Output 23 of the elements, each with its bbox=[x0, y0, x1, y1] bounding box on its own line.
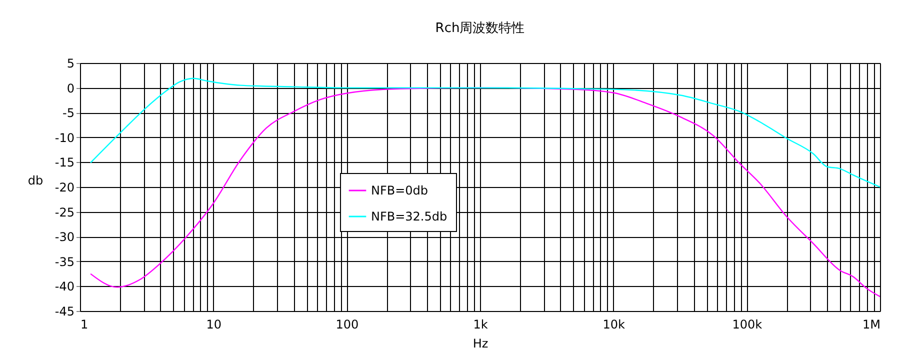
y-tick-label: 0 bbox=[66, 81, 74, 96]
y-tick-label: -45 bbox=[54, 304, 74, 318]
y-tick-label: -20 bbox=[54, 180, 74, 194]
y-tick-label: 5 bbox=[66, 56, 74, 70]
y-axis-title: db bbox=[28, 174, 44, 188]
y-tick-label: -30 bbox=[54, 230, 74, 244]
y-tick-label: -40 bbox=[54, 280, 74, 294]
legend-label: NFB=0db bbox=[371, 184, 428, 198]
y-tick-label: -25 bbox=[54, 205, 74, 220]
y-tick-label: -5 bbox=[62, 106, 74, 120]
chart-title: Rch周波数特性 bbox=[435, 21, 525, 36]
x-tick-label: 1M bbox=[862, 318, 880, 332]
y-tick-label: -10 bbox=[54, 130, 74, 145]
y-tick-label: -15 bbox=[54, 156, 74, 170]
x-tick-label: 1k bbox=[473, 318, 488, 332]
x-tick-label: 10 bbox=[206, 318, 222, 332]
legend-label: NFB=32.5db bbox=[371, 210, 448, 224]
x-axis-title: Hz bbox=[472, 336, 488, 350]
x-tick-label: 1 bbox=[80, 318, 88, 332]
x-tick-label: 100 bbox=[336, 318, 359, 332]
x-tick-label: 10k bbox=[602, 318, 625, 332]
y-tick-label: -35 bbox=[54, 254, 74, 269]
x-tick-label: 100k bbox=[732, 318, 762, 332]
